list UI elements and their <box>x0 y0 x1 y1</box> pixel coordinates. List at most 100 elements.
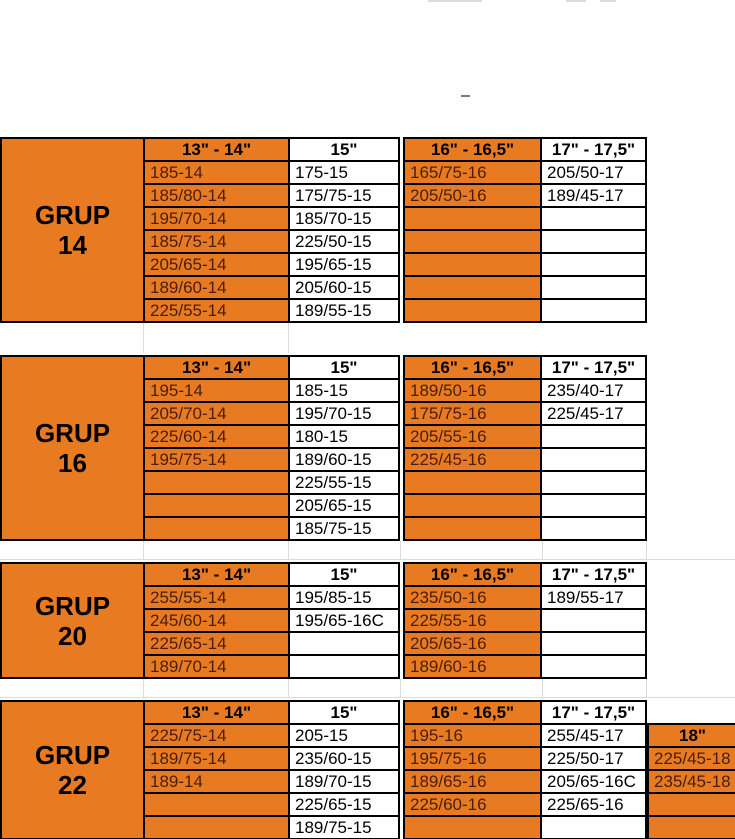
empty-cell <box>542 656 647 679</box>
empty-cell <box>542 208 647 231</box>
tire-size-cell: 205/60-15 <box>290 277 400 300</box>
empty-cell <box>542 300 647 323</box>
group-label-word: GRUP <box>34 740 111 770</box>
tire-size-cell: 225/65-15 <box>290 794 400 817</box>
tire-size-cell: 205/50-17 <box>542 162 647 185</box>
column-header-13-14: 13" - 14" <box>145 702 290 725</box>
tire-size-cell: 235/45-18 <box>649 771 735 794</box>
column-header-16-165: 16" - 16,5" <box>405 139 542 162</box>
tire-size-cell: 175/75-15 <box>290 185 400 208</box>
empty-cell <box>542 495 647 518</box>
tire-size-cell: 189/75-15 <box>290 817 400 839</box>
tire-size-cell: 205/55-16 <box>405 426 542 449</box>
tire-size-cell: 189/50-16 <box>405 380 542 403</box>
grup-20-table-left: GRUP 20 13" - 14" 15" 255/55-14 195/85-15 245/… <box>0 562 400 679</box>
empty-cell <box>405 254 542 277</box>
empty-cell <box>405 300 542 323</box>
group-label: GRUP 20 <box>2 564 145 679</box>
tire-size-cell: 235/50-16 <box>405 587 542 610</box>
group-label: GRUP 14 <box>2 139 145 323</box>
empty-cell <box>405 495 542 518</box>
empty-cell <box>405 518 542 541</box>
empty-cell <box>405 277 542 300</box>
empty-cell <box>405 472 542 495</box>
tire-size-cell: 195/75-16 <box>405 748 542 771</box>
column-header-13-14: 13" - 14" <box>145 357 290 380</box>
empty-cell <box>290 633 400 656</box>
empty-cell <box>405 208 542 231</box>
group-label-number: 22 <box>58 770 87 800</box>
tire-size-cell: 225/55-15 <box>290 472 400 495</box>
gridline-artifact <box>542 679 543 698</box>
empty-cell <box>542 449 647 472</box>
tire-size-cell: 185-15 <box>290 380 400 403</box>
grup-22-table-18in: 18" 225/45-18 235/45-18 <box>647 723 735 839</box>
empty-cell <box>649 817 735 839</box>
tire-size-cell: 185-14 <box>145 162 290 185</box>
cropped-row-artifact <box>600 0 616 2</box>
column-header-15: 15" <box>290 357 400 380</box>
tire-size-cell: 225/65-14 <box>145 633 290 656</box>
tire-size-cell: 225/45-17 <box>542 403 647 426</box>
column-header-17-175: 17" - 17,5" <box>542 702 647 725</box>
empty-cell <box>405 231 542 254</box>
group-label-word: GRUP <box>34 590 111 621</box>
group-label-number: 14 <box>58 230 87 260</box>
tire-size-cell: 189/70-14 <box>145 656 290 679</box>
tire-size-cell: 165/75-16 <box>405 162 542 185</box>
empty-cell <box>145 817 290 839</box>
column-header-16-165: 16" - 16,5" <box>405 357 542 380</box>
tire-size-cell: 205/65-15 <box>290 495 400 518</box>
tire-size-cell: 235/40-17 <box>542 380 647 403</box>
tire-size-cell: 189/60-14 <box>145 277 290 300</box>
grup-16-table-right: 16" - 16,5" 17" - 17,5" 189/50-16 235/40-17… <box>403 355 647 541</box>
empty-cell <box>542 231 647 254</box>
tire-size-cell: 189/70-15 <box>290 771 400 794</box>
tire-size-cell: 225/45-18 <box>649 748 735 771</box>
grup-14-table-left: GRUP 14 13" - 14" 15" 185-14 175-15 185/80-14 1… <box>0 137 400 323</box>
stray-dash <box>461 95 470 97</box>
empty-cell <box>145 472 290 495</box>
empty-cell <box>290 656 400 679</box>
grup-16-table-left: GRUP 16 13" - 14" 15" 195-14 185-15 205/70-14 1… <box>0 355 400 541</box>
column-header-15: 15" <box>290 139 400 162</box>
empty-cell <box>405 817 542 839</box>
tire-size-cell: 189/55-17 <box>542 587 647 610</box>
tire-size-cell: 205-15 <box>290 725 400 748</box>
gridline-artifact <box>646 541 647 560</box>
tire-size-cell: 205/65-14 <box>145 254 290 277</box>
tire-size-cell: 189-14 <box>145 771 290 794</box>
tire-size-cell: 189/45-17 <box>542 185 647 208</box>
tire-size-cell: 255/45-17 <box>542 725 647 748</box>
tire-size-cell: 189/55-15 <box>290 300 400 323</box>
tire-size-cell: 225/60-14 <box>145 426 290 449</box>
gridline-artifact <box>288 679 289 698</box>
gridline-artifact <box>646 679 647 698</box>
tire-size-cell: 195/70-14 <box>145 208 290 231</box>
empty-cell <box>145 495 290 518</box>
group-label-word: GRUP <box>34 418 111 448</box>
tire-size-cell: 255/55-14 <box>145 587 290 610</box>
tire-size-cell: 225/75-14 <box>145 725 290 748</box>
gridline-artifact <box>542 541 543 560</box>
tire-size-cell: 195/65-16C <box>290 610 400 633</box>
column-header-16-165: 16" - 16,5" <box>405 564 542 587</box>
column-header-13-14: 13" - 14" <box>145 564 290 587</box>
column-header-13-14: 13" - 14" <box>145 139 290 162</box>
gridline-artifact <box>0 559 735 560</box>
cropped-row-artifact <box>566 0 586 2</box>
tire-size-cell: 205/50-16 <box>405 185 542 208</box>
tire-size-cell: 195/70-15 <box>290 403 400 426</box>
column-header-15: 15" <box>290 564 400 587</box>
tire-size-cell: 189/75-14 <box>145 748 290 771</box>
column-header-18: 18" <box>649 725 735 748</box>
tire-size-cell: 185/80-14 <box>145 185 290 208</box>
column-header-17-175: 17" - 17,5" <box>542 139 647 162</box>
column-header-15: 15" <box>290 702 400 725</box>
group-label-number: 16 <box>58 448 87 478</box>
empty-cell <box>542 472 647 495</box>
tire-size-cell: 185/75-15 <box>290 518 400 541</box>
gridline-artifact <box>288 541 289 560</box>
empty-cell <box>542 817 647 839</box>
empty-cell <box>649 794 735 817</box>
